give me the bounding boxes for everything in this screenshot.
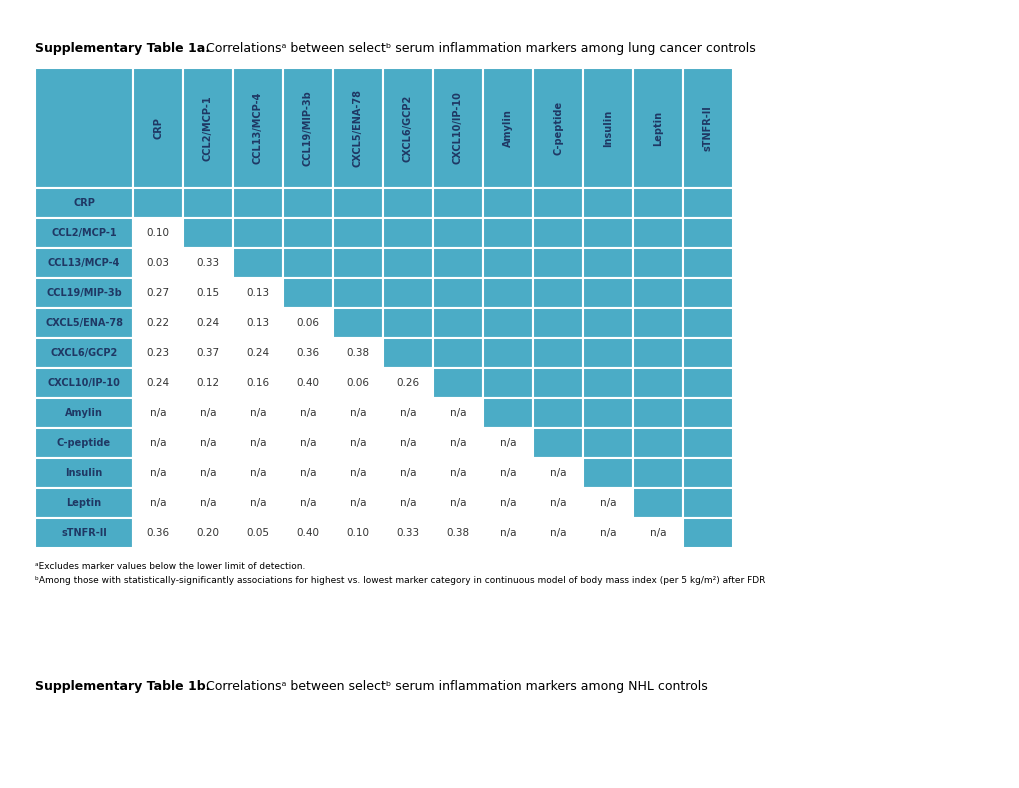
Text: n/a: n/a (150, 438, 166, 448)
Text: n/a: n/a (350, 438, 366, 448)
Text: n/a: n/a (250, 468, 266, 478)
Text: Insulin: Insulin (65, 468, 103, 478)
Text: n/a: n/a (300, 498, 316, 508)
Text: CXCL5/ENA-78: CXCL5/ENA-78 (353, 89, 363, 167)
Text: C-peptide: C-peptide (57, 438, 111, 448)
Text: 0.24: 0.24 (197, 318, 219, 328)
Text: Leptin: Leptin (652, 110, 662, 146)
Text: CRP: CRP (73, 198, 95, 208)
Text: n/a: n/a (449, 438, 466, 448)
Text: ᵃExcludes marker values below the lower limit of detection.: ᵃExcludes marker values below the lower … (35, 562, 305, 571)
Text: CXCL10/IP-10: CXCL10/IP-10 (48, 378, 120, 388)
Text: 0.24: 0.24 (147, 378, 169, 388)
Text: Correlationsᵃ between selectᵇ serum inflammation markers among lung cancer contr: Correlationsᵃ between selectᵇ serum infl… (198, 42, 755, 55)
Text: 0.10: 0.10 (346, 528, 369, 538)
Text: 0.06: 0.06 (297, 318, 319, 328)
Text: 0.23: 0.23 (147, 348, 169, 358)
Text: n/a: n/a (499, 498, 516, 508)
Text: 0.16: 0.16 (247, 378, 269, 388)
Text: n/a: n/a (549, 528, 566, 538)
Text: n/a: n/a (649, 528, 665, 538)
Text: 0.33: 0.33 (197, 258, 219, 268)
Text: 0.22: 0.22 (147, 318, 169, 328)
Text: n/a: n/a (599, 498, 615, 508)
Text: n/a: n/a (549, 468, 566, 478)
Text: CCL19/MIP-3b: CCL19/MIP-3b (46, 288, 121, 298)
Text: Amylin: Amylin (502, 109, 513, 147)
Text: n/a: n/a (399, 438, 416, 448)
Text: Amylin: Amylin (65, 408, 103, 418)
Text: CCL13/MCP-4: CCL13/MCP-4 (48, 258, 120, 268)
Text: Supplementary Table 1b.: Supplementary Table 1b. (35, 680, 210, 693)
Text: Supplementary Table 1a.: Supplementary Table 1a. (35, 42, 210, 55)
Text: 0.20: 0.20 (197, 528, 219, 538)
Text: 0.13: 0.13 (247, 288, 269, 298)
Text: 0.06: 0.06 (346, 378, 369, 388)
Text: 0.38: 0.38 (446, 528, 469, 538)
Text: CXCL10/IP-10: CXCL10/IP-10 (452, 91, 463, 165)
Text: CCL13/MCP-4: CCL13/MCP-4 (253, 92, 263, 164)
Text: CCL2/MCP-1: CCL2/MCP-1 (51, 228, 117, 238)
Text: n/a: n/a (200, 498, 216, 508)
Text: sTNFR-II: sTNFR-II (61, 528, 107, 538)
Text: CRP: CRP (153, 117, 163, 139)
Text: n/a: n/a (350, 408, 366, 418)
Text: n/a: n/a (200, 438, 216, 448)
Text: 0.24: 0.24 (247, 348, 269, 358)
Text: n/a: n/a (499, 438, 516, 448)
Text: n/a: n/a (449, 498, 466, 508)
Text: n/a: n/a (150, 468, 166, 478)
Text: n/a: n/a (300, 468, 316, 478)
Text: n/a: n/a (300, 438, 316, 448)
Text: Leptin: Leptin (66, 498, 102, 508)
Text: Correlationsᵃ between selectᵇ serum inflammation markers among NHL controls: Correlationsᵃ between selectᵇ serum infl… (198, 680, 707, 693)
Text: sTNFR-II: sTNFR-II (702, 105, 712, 151)
Text: n/a: n/a (250, 498, 266, 508)
Text: 0.10: 0.10 (147, 228, 169, 238)
Text: n/a: n/a (449, 408, 466, 418)
Text: 0.26: 0.26 (396, 378, 419, 388)
Text: 0.27: 0.27 (147, 288, 169, 298)
Text: n/a: n/a (549, 498, 566, 508)
Text: n/a: n/a (150, 498, 166, 508)
Text: n/a: n/a (599, 528, 615, 538)
Text: n/a: n/a (300, 408, 316, 418)
Text: n/a: n/a (200, 408, 216, 418)
Text: ᵇAmong those with statistically-significantly associations for highest vs. lowes: ᵇAmong those with statistically-signific… (35, 576, 764, 585)
Text: 0.36: 0.36 (297, 348, 319, 358)
Text: n/a: n/a (350, 498, 366, 508)
Text: 0.15: 0.15 (197, 288, 219, 298)
Text: CXCL6/GCP2: CXCL6/GCP2 (50, 348, 117, 358)
Text: n/a: n/a (150, 408, 166, 418)
Text: n/a: n/a (250, 408, 266, 418)
Text: n/a: n/a (250, 438, 266, 448)
Text: 0.13: 0.13 (247, 318, 269, 328)
Text: CXCL6/GCP2: CXCL6/GCP2 (403, 95, 413, 162)
Text: 0.05: 0.05 (247, 528, 269, 538)
Text: 0.40: 0.40 (297, 378, 319, 388)
Text: Insulin: Insulin (602, 110, 612, 147)
Text: 0.40: 0.40 (297, 528, 319, 538)
Text: 0.37: 0.37 (197, 348, 219, 358)
Text: n/a: n/a (350, 468, 366, 478)
Text: n/a: n/a (200, 468, 216, 478)
Text: 0.36: 0.36 (147, 528, 169, 538)
Text: CXCL5/ENA-78: CXCL5/ENA-78 (45, 318, 123, 328)
Text: n/a: n/a (399, 498, 416, 508)
Text: 0.03: 0.03 (147, 258, 169, 268)
Text: C-peptide: C-peptide (552, 101, 562, 155)
Text: n/a: n/a (399, 468, 416, 478)
Text: CCL19/MIP-3b: CCL19/MIP-3b (303, 90, 313, 166)
Text: n/a: n/a (499, 528, 516, 538)
Text: 0.33: 0.33 (396, 528, 419, 538)
Text: n/a: n/a (399, 408, 416, 418)
Text: 0.12: 0.12 (197, 378, 219, 388)
Text: 0.38: 0.38 (346, 348, 369, 358)
Text: CCL2/MCP-1: CCL2/MCP-1 (203, 95, 213, 161)
Text: n/a: n/a (499, 468, 516, 478)
Text: n/a: n/a (449, 468, 466, 478)
